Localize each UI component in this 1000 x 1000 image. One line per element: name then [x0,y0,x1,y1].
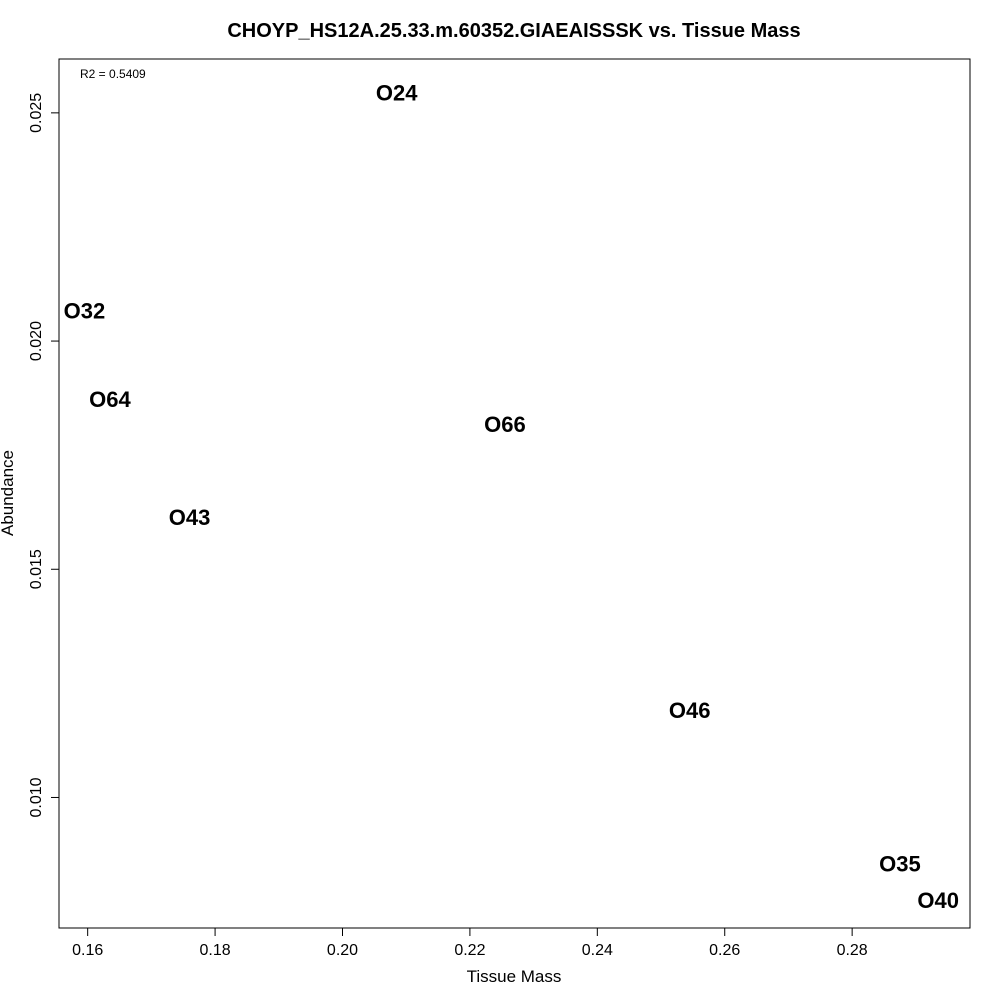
point-label: O43 [169,505,211,530]
x-tick-label: 0.18 [200,942,231,959]
x-tick-label: 0.26 [709,942,740,959]
y-tick-label: 0.025 [28,93,45,133]
y-axis-label: Abundance [0,450,17,536]
point-label: O32 [64,298,106,323]
x-tick-label: 0.16 [72,942,103,959]
x-tick-label: 0.20 [327,942,358,959]
y-tick-label: 0.015 [28,549,45,589]
point-label: O24 [376,80,418,105]
x-axis: 0.16 0.18 0.20 0.22 0.24 0.26 0.28 [72,927,868,959]
chart-title: CHOYP_HS12A.25.33.m.60352.GIAEAISSSK vs.… [227,20,800,42]
x-tick-label: 0.28 [837,942,868,959]
point-labels: O24 O32 O64 O66 O43 O46 O35 O40 [64,80,959,913]
x-tick-label: 0.22 [454,942,485,959]
y-tick-label: 0.020 [28,321,45,361]
x-tick-label: 0.24 [582,942,613,959]
point-label: O46 [669,698,711,723]
point-label: O35 [879,852,921,877]
y-axis: 0.010 0.015 0.020 0.025 [28,93,60,817]
x-axis-label: Tissue Mass [467,967,562,986]
point-label: O66 [484,412,526,437]
point-label: O40 [917,888,959,913]
point-label: O64 [89,387,131,412]
y-tick-label: 0.010 [28,777,45,817]
r2-annotation: R2 = 0.5409 [80,67,146,81]
